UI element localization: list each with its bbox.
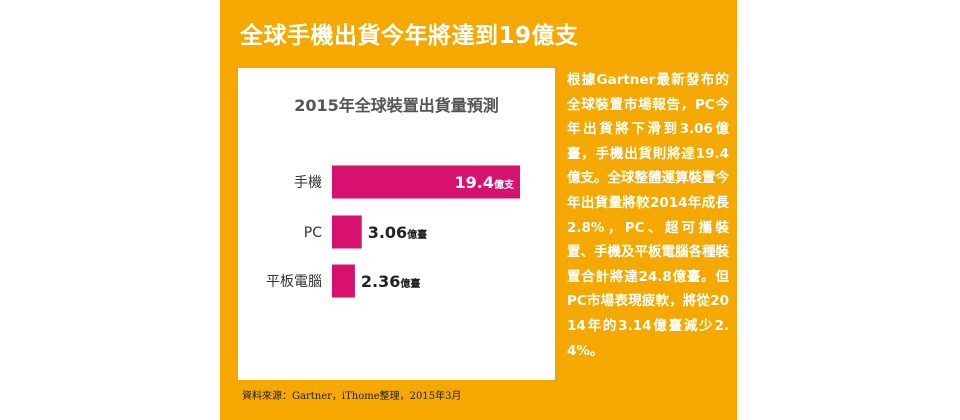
value-label: 2.36億臺 [361,272,420,291]
bar-phone [332,165,520,199]
article-text: 根據Gartner最新發布的全球裝置市場報告，PC今年出貨將下滑到3.06億臺，… [567,72,729,359]
value-label: 19.4億支 [455,173,515,192]
bar-pc [332,215,362,249]
source-note: 資料來源：Gartner，iThome整理，2015年3月 [242,391,462,402]
value-label: 3.06億臺 [368,223,427,242]
category-label-phone: 手機 [294,175,322,191]
chart-title: 2015年全球裝置出貨量預測 [294,96,499,115]
chart-card: 2015年全球裝置出貨量預測 手機 19.4億支 PC 3.06億臺平板電腦 2.36億… [238,68,555,380]
infographic-panel: 全球手機出貨今年將達到19億支 2015年全球裝置出貨量預測 手機 19.4億支 P… [220,0,737,420]
category-label-pc: PC [304,225,322,241]
bar-tablet [332,264,355,298]
headline: 全球手機出貨今年將達到19億支 [240,23,579,49]
category-label-tablet: 平板電腦 [266,274,322,290]
